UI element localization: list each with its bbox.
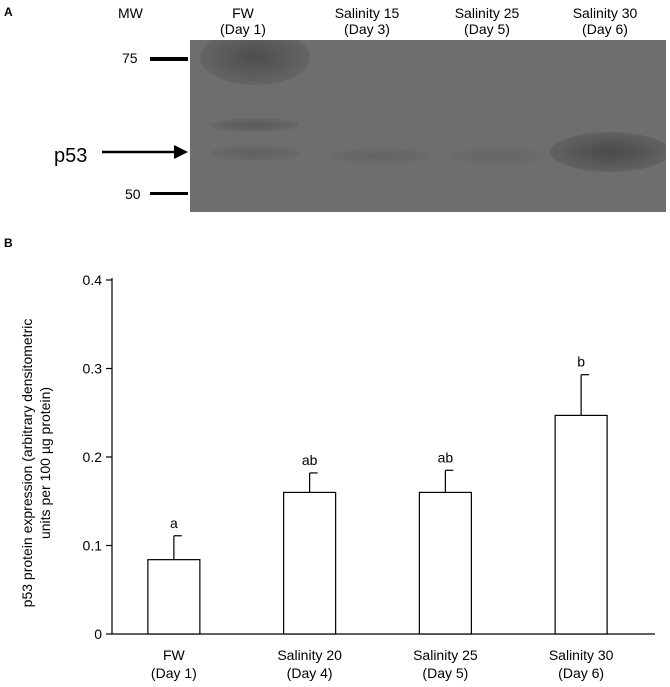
- x-tick-label: (Day 1): [151, 665, 197, 681]
- bar: [555, 415, 607, 634]
- lane-label-salinity-15: Salinity 15 (Day 3): [322, 5, 412, 37]
- x-tick-label: (Day 6): [558, 665, 604, 681]
- lane-label-line2: (Day 1): [213, 21, 273, 37]
- y-tick-label: 0.2: [83, 449, 103, 465]
- x-tick-label: (Day 5): [422, 665, 468, 681]
- lane-label-line2: (Day 3): [322, 21, 412, 37]
- p53-band-lane-2: [330, 148, 430, 164]
- marker-50-label: 50: [125, 186, 141, 202]
- bar-chart: p53 protein expression (arbitrary densit…: [0, 260, 670, 687]
- lane-label-line1: Salinity 25: [442, 5, 532, 21]
- y-tick-label: 0.4: [83, 272, 103, 288]
- p53-band-lane-3: [448, 148, 548, 164]
- blot-smear: [200, 40, 310, 85]
- lane-label-line1: Salinity 15: [322, 5, 412, 21]
- significance-letter: ab: [302, 452, 318, 468]
- lane-label-salinity-25: Salinity 25 (Day 5): [442, 5, 532, 37]
- p53-arrow-icon: [100, 142, 190, 162]
- bar: [148, 560, 200, 634]
- marker-75-label: 75: [122, 50, 138, 66]
- y-axis-title-line-2: units per 100 µg protein): [37, 387, 53, 539]
- panel-b-letter: B: [4, 236, 13, 250]
- y-tick-label: 0: [94, 626, 102, 642]
- bars: a ab ab b: [148, 354, 607, 634]
- significance-letter: b: [577, 354, 585, 370]
- y-axis-title: p53 protein expression (arbitrary densit…: [19, 319, 53, 608]
- lane-label-line2: (Day 5): [442, 21, 532, 37]
- lane-label-salinity-30: Salinity 30 (Day 6): [560, 5, 650, 37]
- lane-label-line1: Salinity 30: [560, 5, 650, 21]
- bar: [284, 492, 336, 634]
- lane-label-line1: FW: [213, 5, 273, 21]
- lane-label-line2: (Day 6): [560, 21, 650, 37]
- p53-label: p53: [54, 145, 87, 168]
- y-tick-label: 0.3: [83, 361, 103, 377]
- y-tick-label: 0.1: [83, 538, 103, 554]
- lane-label-fw: FW (Day 1): [213, 5, 273, 37]
- y-axis-title-line-1: p53 protein expression (arbitrary densit…: [19, 319, 35, 608]
- significance-letter: a: [170, 515, 178, 531]
- x-tick-label: (Day 4): [287, 665, 333, 681]
- p53-band-lane-1: [210, 145, 300, 161]
- blot-band: [210, 118, 300, 132]
- x-tick-label: FW: [163, 647, 186, 663]
- p53-band-lane-4: [550, 132, 666, 172]
- x-tick-label: Salinity 30: [549, 647, 614, 663]
- x-axis-labels: FW (Day 1) Salinity 20 (Day 4) Salinity 25 (D…: [151, 647, 614, 681]
- marker-75-line: [150, 57, 188, 61]
- western-blot-image: [190, 40, 666, 212]
- x-tick-label: Salinity 25: [413, 647, 478, 663]
- significance-letter: ab: [438, 449, 454, 465]
- bar: [419, 492, 471, 634]
- panel-a-letter: A: [4, 5, 13, 19]
- marker-50-line: [150, 192, 188, 195]
- mw-header: MW: [118, 5, 143, 21]
- x-tick-label: Salinity 20: [277, 647, 342, 663]
- y-axis-ticks: 0 0.1 0.2 0.3 0.4: [83, 272, 112, 642]
